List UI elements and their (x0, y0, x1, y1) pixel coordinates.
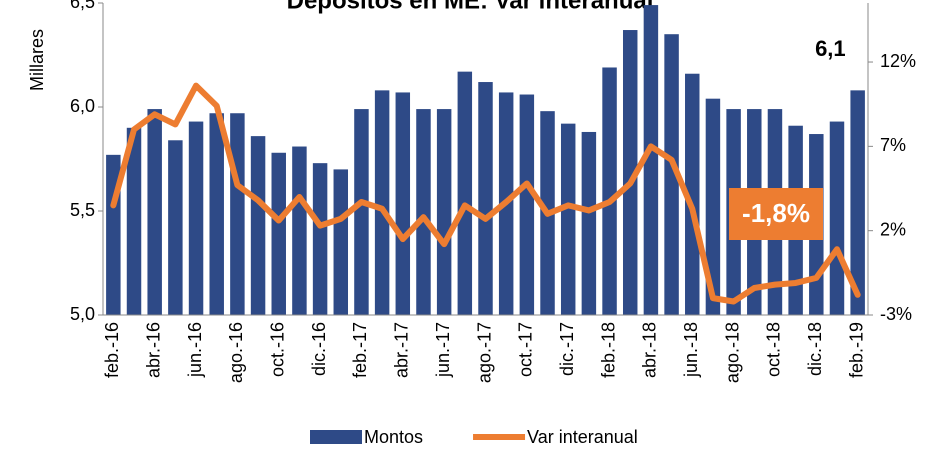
x-tick-label: ago.-18 (722, 322, 742, 383)
y2-tick-label: 7% (880, 135, 906, 155)
x-tick-label: dic.-18 (805, 322, 825, 376)
y2-tick-label: 2% (880, 219, 906, 239)
bar (416, 109, 431, 315)
x-tick-label: abr.-17 (392, 322, 412, 378)
annotation: 6,1 (815, 36, 846, 61)
x-tick-label: oct.-16 (267, 322, 287, 377)
chart-title: Depósitos en ME: Var interanual (287, 0, 654, 14)
bar (271, 152, 286, 315)
x-tick-label: feb.-17 (350, 322, 370, 378)
legend-swatch (310, 430, 362, 444)
bar (436, 109, 452, 315)
bar (188, 121, 204, 315)
x-tick-label: abr.-18 (640, 322, 660, 378)
bar (374, 90, 390, 315)
x-tick-label: jun.-17 (433, 322, 453, 378)
y-tick-label: 6,0 (70, 96, 95, 116)
bar (292, 146, 307, 315)
bar (685, 73, 700, 315)
bar (850, 90, 865, 315)
bar (581, 131, 597, 315)
bar (705, 98, 721, 316)
bar (250, 136, 266, 315)
bar (560, 123, 576, 315)
annotation: -1,8% (742, 198, 810, 228)
y-tick-label: 5,0 (70, 304, 95, 324)
y2-tick-label: 12% (880, 51, 916, 71)
bar (622, 30, 638, 315)
x-tick-label: ago.-16 (226, 322, 246, 383)
bar (519, 94, 535, 316)
x-tick-label: abr.-16 (143, 322, 163, 378)
y2-tick-label: -3% (880, 304, 912, 324)
bar (209, 113, 224, 316)
bar (312, 163, 328, 315)
y-axis-label: Millares (27, 29, 47, 91)
bar (395, 92, 411, 315)
x-tick-label: ago.-17 (474, 322, 494, 383)
bar (478, 82, 493, 315)
bar (354, 109, 369, 315)
bar (664, 34, 679, 315)
x-tick-label: oct.-17 (516, 322, 536, 377)
bar (643, 5, 659, 316)
y-tick-label: 6,5 (70, 0, 95, 12)
bar (602, 67, 617, 315)
x-tick-label: feb.-19 (846, 322, 866, 378)
bar (457, 71, 473, 315)
line (110, 82, 861, 305)
bar (147, 109, 162, 315)
bar (168, 140, 183, 315)
bar (230, 113, 245, 316)
bar (333, 169, 349, 315)
x-tick-label: jun.-16 (185, 322, 205, 378)
x-tick-label: jun.-18 (681, 322, 701, 378)
legend-label: Var interanual (527, 427, 638, 447)
annotation-box (729, 188, 823, 240)
x-tick-label: dic.-16 (309, 322, 329, 376)
bar (829, 121, 845, 315)
bar (126, 127, 142, 315)
y-tick-label: 5,5 (70, 200, 95, 220)
x-tick-label: dic.-17 (557, 322, 577, 376)
x-tick-label: feb.-18 (598, 322, 618, 378)
x-tick-label: feb.-16 (102, 322, 122, 378)
legend-label: Montos (364, 427, 423, 447)
x-tick-label: oct.-18 (764, 322, 784, 377)
